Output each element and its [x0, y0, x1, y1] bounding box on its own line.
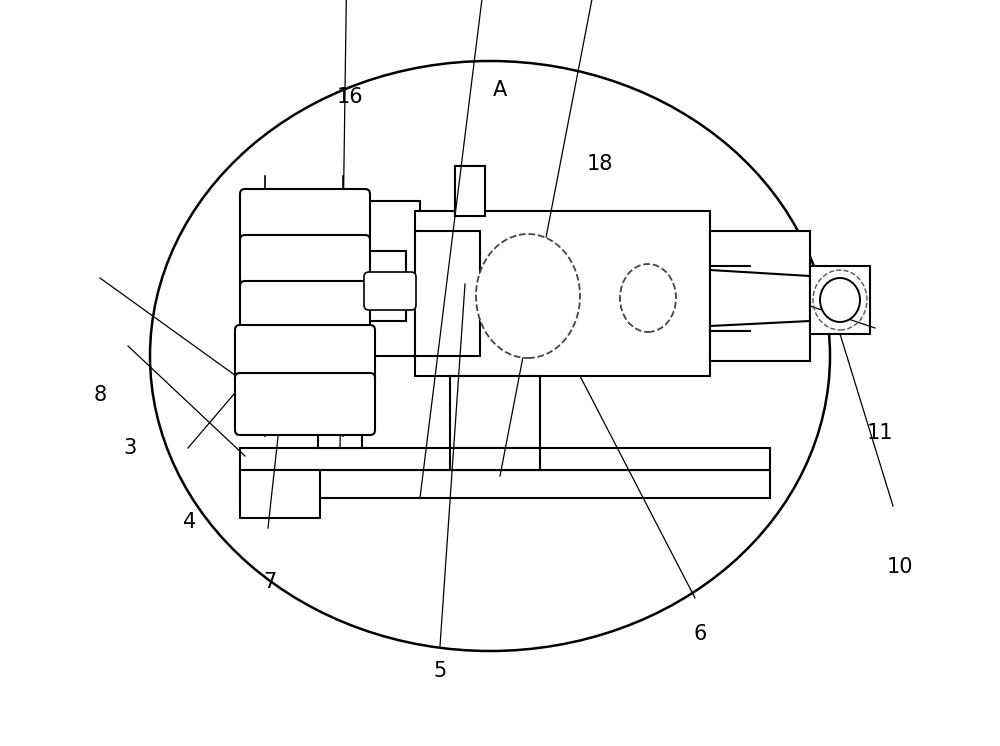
- Text: 8: 8: [93, 386, 107, 405]
- Text: 10: 10: [887, 557, 913, 577]
- FancyBboxPatch shape: [240, 281, 370, 335]
- Ellipse shape: [620, 264, 676, 332]
- Text: 11: 11: [867, 423, 893, 442]
- Bar: [362, 201, 420, 356]
- Text: 16: 16: [337, 87, 363, 107]
- FancyBboxPatch shape: [235, 325, 375, 387]
- FancyBboxPatch shape: [240, 189, 370, 243]
- Text: 3: 3: [123, 438, 137, 457]
- Ellipse shape: [476, 234, 580, 358]
- Bar: [362, 251, 406, 321]
- Ellipse shape: [820, 278, 860, 322]
- FancyBboxPatch shape: [240, 235, 370, 289]
- Bar: [810, 266, 870, 334]
- Bar: [455, 166, 485, 216]
- Text: 5: 5: [433, 662, 447, 681]
- Bar: [450, 216, 540, 286]
- Bar: [308, 320, 370, 338]
- Bar: [415, 231, 480, 356]
- Text: A: A: [493, 80, 507, 99]
- Text: 7: 7: [263, 572, 277, 592]
- FancyBboxPatch shape: [364, 272, 416, 310]
- Ellipse shape: [150, 61, 830, 651]
- Bar: [240, 470, 320, 518]
- FancyBboxPatch shape: [235, 373, 375, 435]
- Bar: [240, 448, 770, 470]
- Bar: [415, 211, 710, 376]
- Bar: [455, 166, 485, 286]
- Bar: [710, 231, 810, 361]
- Text: 4: 4: [183, 513, 197, 532]
- Bar: [450, 376, 540, 448]
- Bar: [318, 338, 362, 448]
- Bar: [240, 470, 770, 498]
- Text: 18: 18: [587, 154, 613, 174]
- Bar: [450, 448, 540, 470]
- Text: 6: 6: [693, 624, 707, 644]
